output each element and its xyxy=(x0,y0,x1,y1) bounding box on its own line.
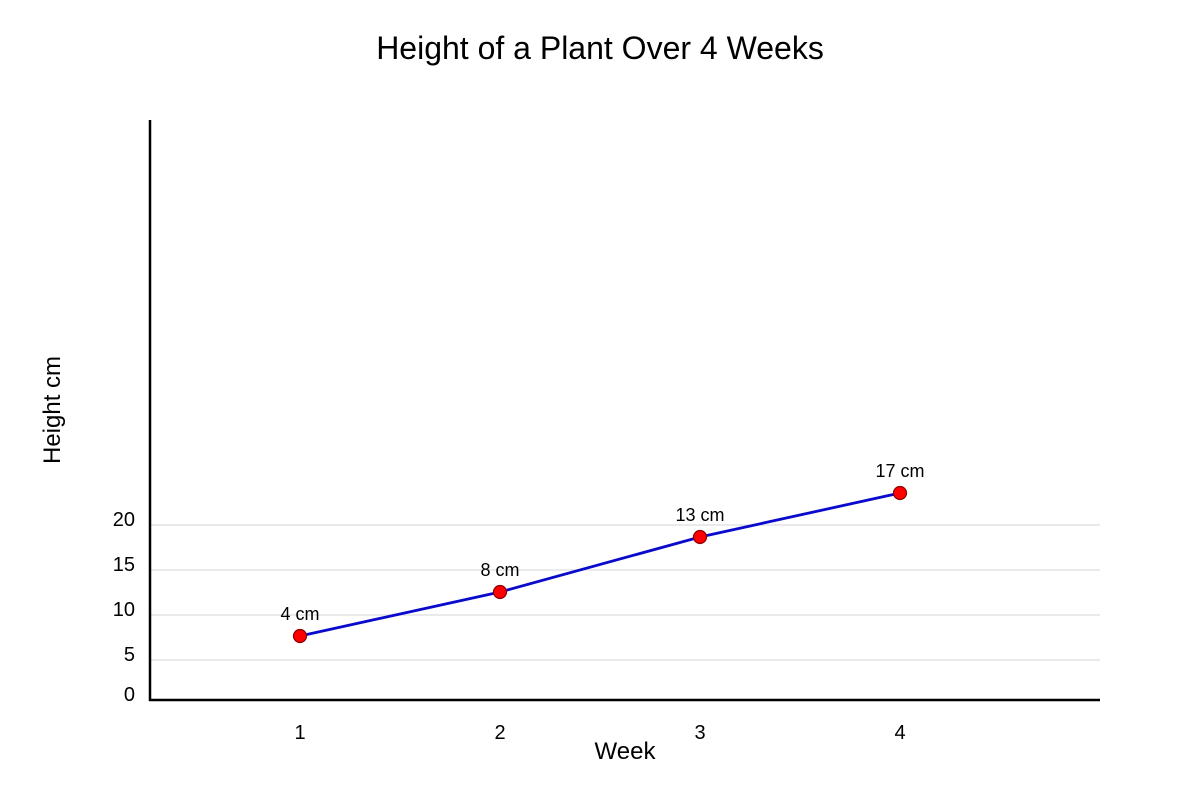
data-point xyxy=(492,584,508,600)
x-tick-label: 2 xyxy=(494,722,505,744)
y-tick-label: 15 xyxy=(113,554,135,576)
data-label: 4 cm xyxy=(280,604,319,624)
gridlines xyxy=(150,524,1100,661)
data-point xyxy=(892,485,908,501)
x-tick-label: 4 xyxy=(894,722,905,744)
x-tick-label: 1 xyxy=(294,722,305,744)
y-tick-labels: 0 5 10 15 20 xyxy=(113,509,135,706)
x-tick-label: 3 xyxy=(694,722,705,744)
y-tick-label: 10 xyxy=(113,599,135,621)
y-axis-label: Height cm xyxy=(39,356,66,464)
data-label: 13 cm xyxy=(675,505,724,525)
axes xyxy=(148,120,1100,702)
chart-title: Height of a Plant Over 4 Weeks xyxy=(376,30,824,66)
x-tick-labels: 1 2 3 4 xyxy=(294,722,905,744)
x-axis-label: Week xyxy=(595,738,657,765)
data-point xyxy=(292,628,308,644)
series-line xyxy=(299,491,901,638)
data-label: 8 cm xyxy=(480,560,519,580)
y-tick-label: 5 xyxy=(124,644,135,666)
y-tick-label: 0 xyxy=(124,684,135,706)
series: 4 cm 8 cm 13 cm 17 cm xyxy=(280,461,925,644)
data-point xyxy=(692,529,708,545)
y-tick-label: 20 xyxy=(113,509,135,531)
data-label: 17 cm xyxy=(875,461,924,481)
